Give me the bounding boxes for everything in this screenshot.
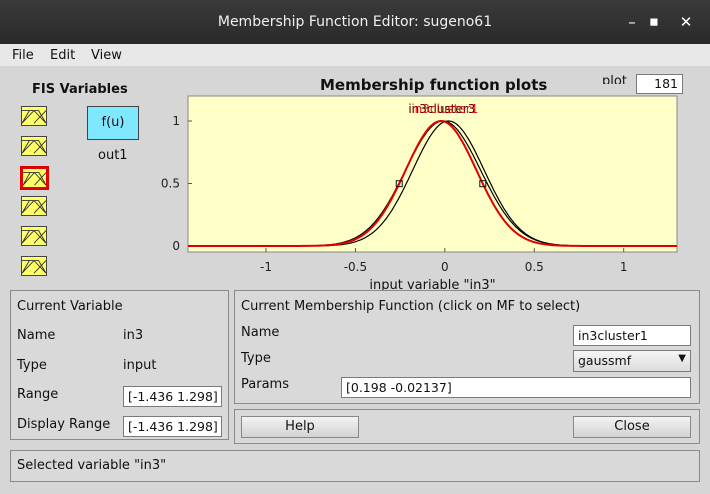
title-bar: Membership Function Editor: sugeno61 – ◼…: [0, 0, 710, 44]
mf-handle: [395, 180, 403, 188]
y-tick-label: 1: [172, 114, 180, 128]
x-tick-label: 0.5: [525, 260, 544, 274]
output-function-label: f(u): [101, 115, 125, 130]
status-bar: Selected variable "in3": [10, 450, 700, 482]
mf-type-select[interactable]: gaussmf ▼: [573, 350, 691, 372]
mf-shape-icon: [21, 200, 47, 214]
menu-file[interactable]: File: [12, 48, 34, 63]
chevron-down-icon: ▼: [678, 353, 686, 364]
current-mf-heading: Current Membership Function (click on MF…: [241, 299, 581, 314]
mf-shape-icon: [21, 260, 47, 274]
mf-name-input[interactable]: in3cluster1: [573, 325, 691, 346]
fis-variables-heading: FIS Variables: [32, 82, 128, 97]
input-variable-box[interactable]: [21, 136, 47, 156]
mf-curve-in3cluster1: [188, 119, 677, 247]
input-variable-box[interactable]: [21, 226, 47, 246]
variable-type-value: input: [123, 358, 157, 373]
plot-title: Membership function plots: [320, 76, 548, 94]
display-range-label: Display Range: [17, 417, 111, 432]
type-label: Type: [17, 358, 47, 373]
mf-shape-icon: [21, 110, 47, 124]
input-variable-box[interactable]: [21, 106, 47, 126]
x-axis-label: input variable "in3": [369, 278, 495, 293]
mf-params-label: Params: [241, 377, 289, 392]
variable-name-value: in3: [123, 328, 144, 343]
current-variable-heading: Current Variable: [17, 299, 123, 314]
name-label: Name: [17, 328, 56, 343]
minimize-icon[interactable]: –: [628, 13, 636, 31]
range-input[interactable]: [-1.436 1.298]: [123, 386, 222, 407]
mf-shape-icon: [22, 172, 47, 186]
status-text: Selected variable "in3": [17, 458, 167, 473]
range-label: Range: [17, 387, 59, 402]
y-tick-label: 0.5: [161, 177, 180, 191]
y-tick-label: 0: [172, 239, 180, 253]
maximize-icon[interactable]: ◼: [649, 15, 659, 28]
x-tick-label: 0: [441, 260, 449, 274]
close-button[interactable]: Close: [573, 416, 691, 438]
close-window-icon[interactable]: ✕: [679, 13, 693, 31]
input-variable-box[interactable]: [21, 196, 47, 216]
mf-name-label: Name: [241, 325, 280, 340]
menu-view[interactable]: View: [91, 48, 122, 63]
mf-shape-icon: [21, 230, 47, 244]
x-tick-label: 1: [620, 260, 628, 274]
mf-handle: [479, 180, 487, 188]
mf-shape-icon: [21, 140, 47, 154]
button-panel: Help Close: [234, 409, 700, 444]
x-tick-label: -1: [260, 260, 272, 274]
help-button[interactable]: Help: [241, 416, 359, 438]
output-variable-box[interactable]: f(u): [87, 106, 139, 140]
mf-type-value: gaussmf: [578, 353, 632, 368]
plot-area: [187, 95, 678, 253]
input-variable-box[interactable]: [20, 166, 49, 190]
mf-params-input[interactable]: [0.198 -0.02137]: [341, 377, 691, 398]
input-variable-box[interactable]: [21, 256, 47, 276]
plot-points-label: plot: [602, 74, 627, 84]
mf-label-stack: in3cluster3: [408, 102, 475, 116]
window-title: Membership Function Editor: sugeno61: [217, 14, 493, 30]
current-variable-panel: Current Variable Name in3 Type input Ran…: [10, 290, 229, 440]
plot-points-input[interactable]: 181: [636, 74, 683, 94]
output-variable-name: out1: [98, 148, 128, 163]
x-tick-label: -0.5: [344, 260, 367, 274]
current-mf-panel: Current Membership Function (click on MF…: [234, 290, 700, 404]
menu-edit[interactable]: Edit: [50, 48, 76, 63]
mf-label-selected: in3cluster1: [411, 102, 478, 116]
menu-bar: File Edit View: [0, 44, 710, 66]
display-range-input[interactable]: [-1.436 1.298]: [123, 416, 222, 437]
mf-type-label: Type: [241, 351, 271, 366]
